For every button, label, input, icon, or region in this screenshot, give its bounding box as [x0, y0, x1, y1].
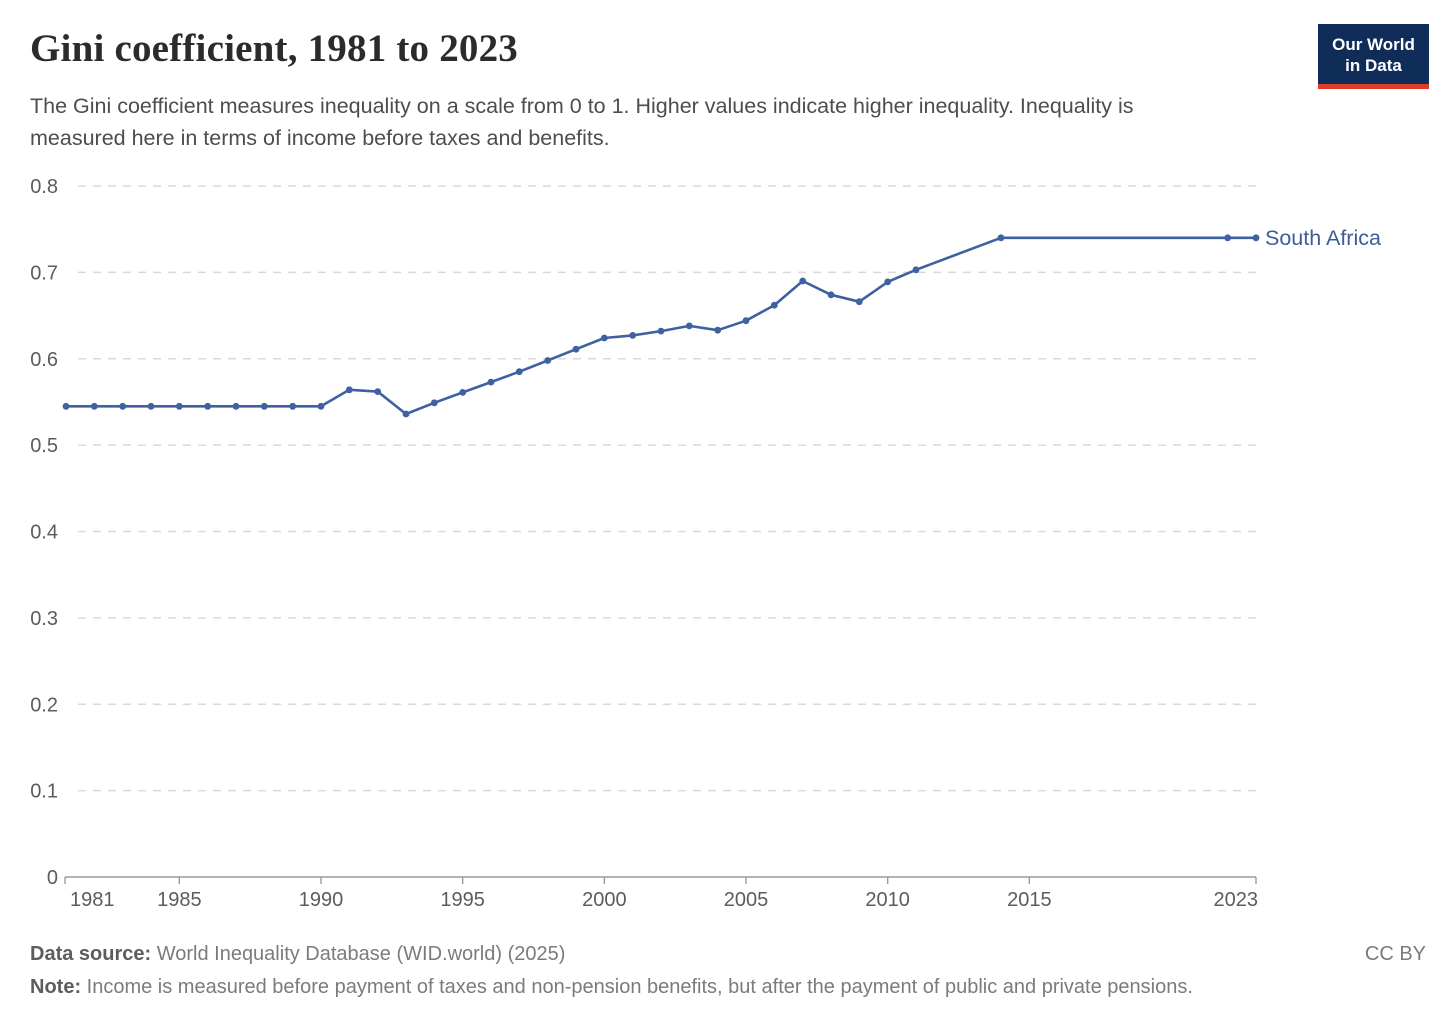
svg-text:1990: 1990	[299, 889, 344, 911]
data-source-label: Data source:	[30, 943, 152, 965]
svg-text:2015: 2015	[1007, 889, 1052, 911]
y-gridlines	[78, 185, 1256, 792]
note-text: Income is measured before payment of tax…	[81, 976, 1193, 998]
svg-text:1995: 1995	[440, 889, 485, 911]
svg-text:1985: 1985	[157, 889, 202, 911]
y-axis-labels: 0 0.1 0.2 0.3 0.4 0.5 0.6 0.7 0.8	[30, 176, 58, 889]
data-line	[64, 236, 1258, 416]
owid-logo-line2: in Data	[1345, 56, 1402, 75]
svg-text:0.8: 0.8	[30, 176, 58, 198]
data-points	[62, 234, 1260, 418]
svg-text:2010: 2010	[865, 889, 910, 911]
data-source-text: World Inequality Database (WID.world) (2…	[151, 943, 566, 965]
license-cc-by[interactable]: CC BY	[1364, 943, 1426, 965]
svg-text:0.7: 0.7	[30, 262, 58, 284]
svg-text:0: 0	[47, 867, 58, 889]
svg-text:0.6: 0.6	[30, 349, 58, 371]
page-title: Gini coefficient, 1981 to 2023	[30, 27, 518, 70]
svg-text:2000: 2000	[582, 889, 627, 911]
data-source-line: Data source: World Inequality Database (…	[30, 938, 1426, 971]
svg-text:0.2: 0.2	[30, 694, 58, 716]
owid-logo[interactable]: Our World in Data	[1318, 24, 1429, 89]
note-label: Note:	[30, 976, 82, 998]
owid-logo-red-bar	[1318, 84, 1429, 89]
svg-text:1981: 1981	[70, 889, 115, 911]
owid-logo-line1: Our World	[1332, 35, 1415, 54]
svg-text:0.4: 0.4	[30, 522, 58, 544]
note-line: Note: Income is measured before payment …	[30, 971, 1426, 1004]
svg-text:0.1: 0.1	[30, 781, 58, 803]
svg-text:2023: 2023	[1214, 889, 1259, 911]
series-label: South Africa	[1265, 226, 1381, 250]
chart-subtitle: The Gini coefficient measures inequality…	[30, 94, 1134, 150]
svg-text:2005: 2005	[724, 889, 769, 911]
chart-footer: Data source: World Inequality Database (…	[30, 938, 1426, 1004]
svg-text:0.5: 0.5	[30, 435, 58, 457]
svg-text:0.3: 0.3	[30, 608, 58, 630]
owid-logo-text: Our World in Data	[1318, 24, 1429, 84]
x-axis: 1981 1985 1990 1995 2000 2005 2010 2015 2023	[64, 876, 1259, 911]
